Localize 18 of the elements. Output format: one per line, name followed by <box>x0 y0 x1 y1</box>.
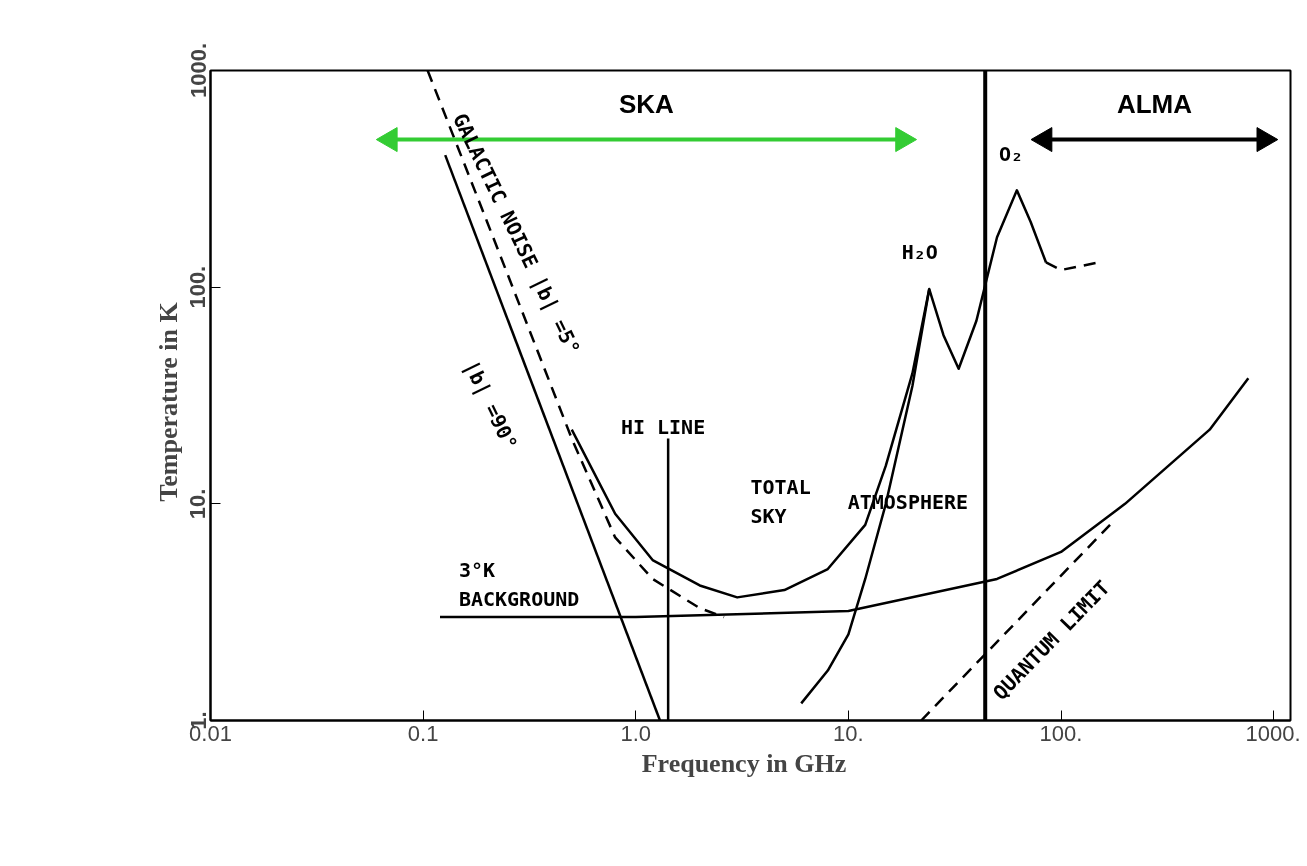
annotation: 3°K BACKGROUND <box>458 558 580 611</box>
y-tick-label: 10. <box>185 488 211 520</box>
y-tick-label: 1000. <box>185 42 211 99</box>
x-tick-label: 1.0 <box>620 720 652 746</box>
annotation: O₂ <box>998 142 1023 166</box>
x-tick-label: 0.1 <box>407 720 439 746</box>
x-axis-title: Frequency in GHz <box>641 748 847 778</box>
y-axis-title: Temperature in K <box>153 301 183 502</box>
x-tick-label: 10. <box>833 720 864 746</box>
series-label: ALMA <box>1116 88 1193 119</box>
series-label: SKA <box>618 88 675 119</box>
x-tick-label: 1000. <box>1245 720 1301 746</box>
x-tick-label: 100. <box>1039 720 1083 746</box>
annotation: |b| =90° <box>458 356 523 454</box>
annotation: HI LINE <box>620 415 706 439</box>
y-tick-label: 100. <box>185 265 211 309</box>
annotation: H₂O <box>901 239 938 264</box>
annotation: TOTAL SKY <box>750 475 811 529</box>
